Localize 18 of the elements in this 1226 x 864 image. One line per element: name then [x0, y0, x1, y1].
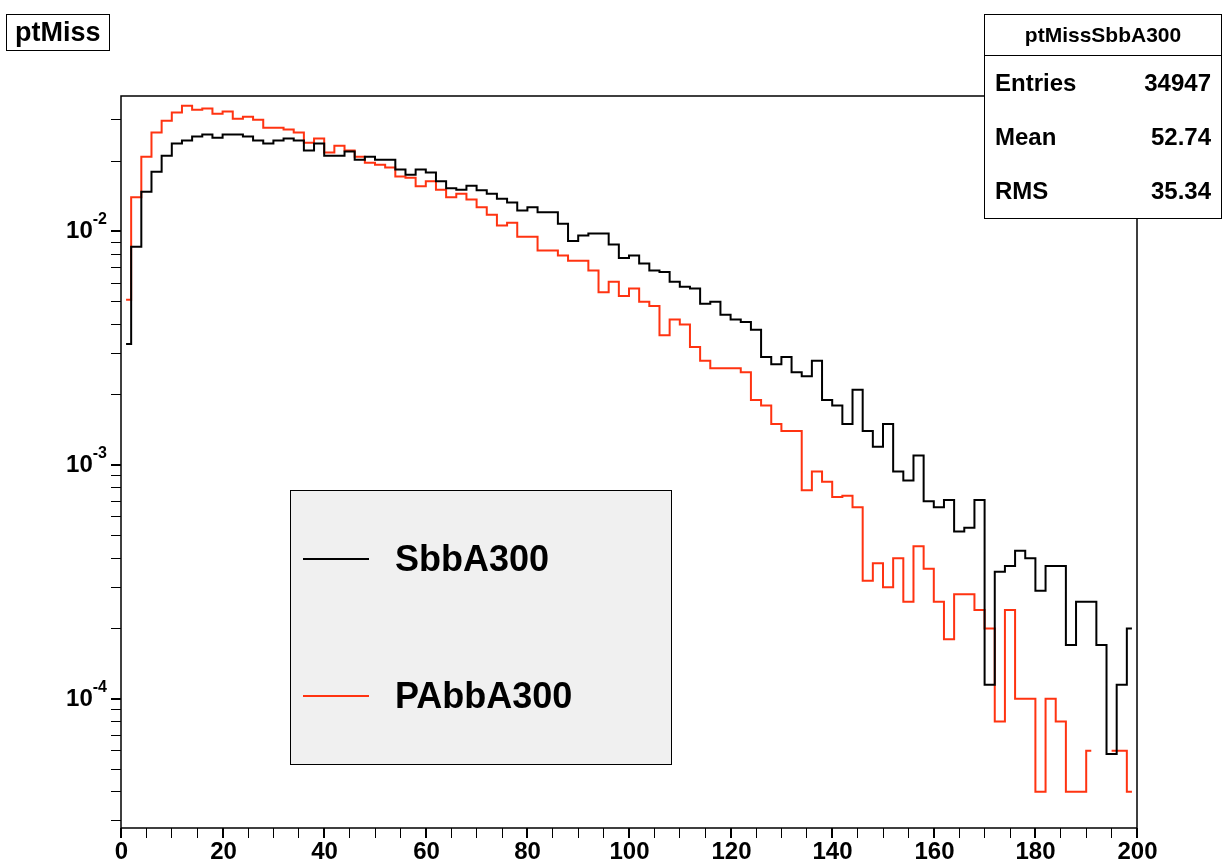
x-tick-label: 120: [711, 836, 752, 864]
x-tick-label: 80: [514, 836, 541, 864]
x-tick-label: 160: [914, 836, 955, 864]
text: Mean 52.74: [995, 123, 1211, 150]
x-tick-label: 140: [812, 836, 853, 864]
chart-title: ptMiss: [6, 14, 110, 51]
x-tick-label: 200: [1117, 836, 1158, 864]
x-tick-label: 0: [114, 836, 129, 864]
text: ptMissSbbA300: [985, 15, 1221, 56]
text: Entries 34947: [995, 69, 1211, 96]
x-tick-label: 20: [210, 836, 237, 864]
legend-label: PAbbA300: [395, 674, 573, 717]
text: RMS 35.34: [995, 177, 1211, 204]
x-tick-label: 100: [609, 836, 650, 864]
x-tick-label: 60: [413, 836, 440, 864]
x-tick-label: 40: [311, 836, 338, 864]
legend-label: SbbA300: [395, 538, 550, 581]
x-tick-label: 180: [1015, 836, 1056, 864]
